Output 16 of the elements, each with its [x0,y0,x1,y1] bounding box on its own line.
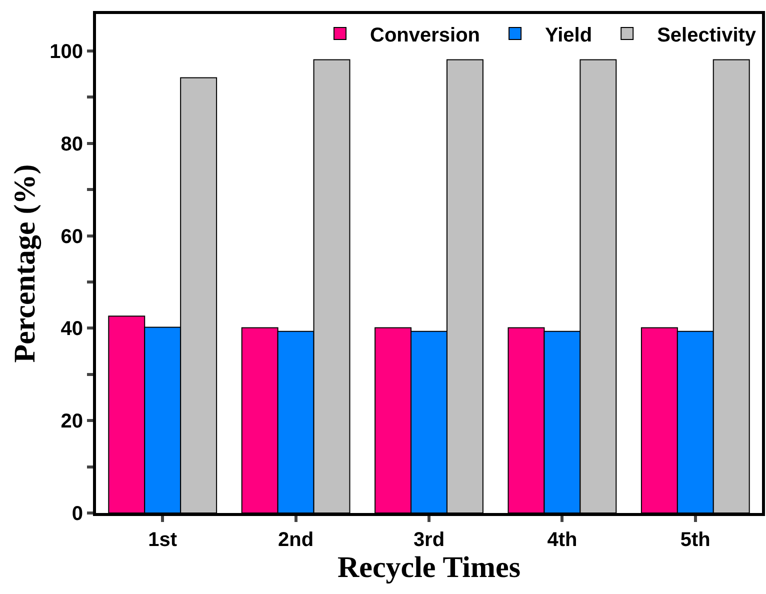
y-tick-label: 20 [60,410,83,433]
y-tick-label: 80 [60,133,83,156]
y-axis-title: Percentage (%) [8,164,42,363]
y-tick-label: 40 [60,318,83,340]
x-axis-title: Recycle Times [337,551,521,584]
y-tick-label: 0 [72,503,83,525]
y-tick-label: 100 [50,40,83,63]
x-tick-label: 5th [680,529,710,551]
y-tick-label: 60 [60,226,83,248]
legend-label: Selectivity [657,24,757,46]
x-tick-label: 2nd [278,529,314,551]
legend-label: Conversion [370,24,480,46]
x-tick-label: 3rd [413,529,445,551]
x-tick-label: 1st [148,529,178,551]
x-tick-label: 4th [547,529,578,551]
legend-label: Yield [545,24,592,46]
